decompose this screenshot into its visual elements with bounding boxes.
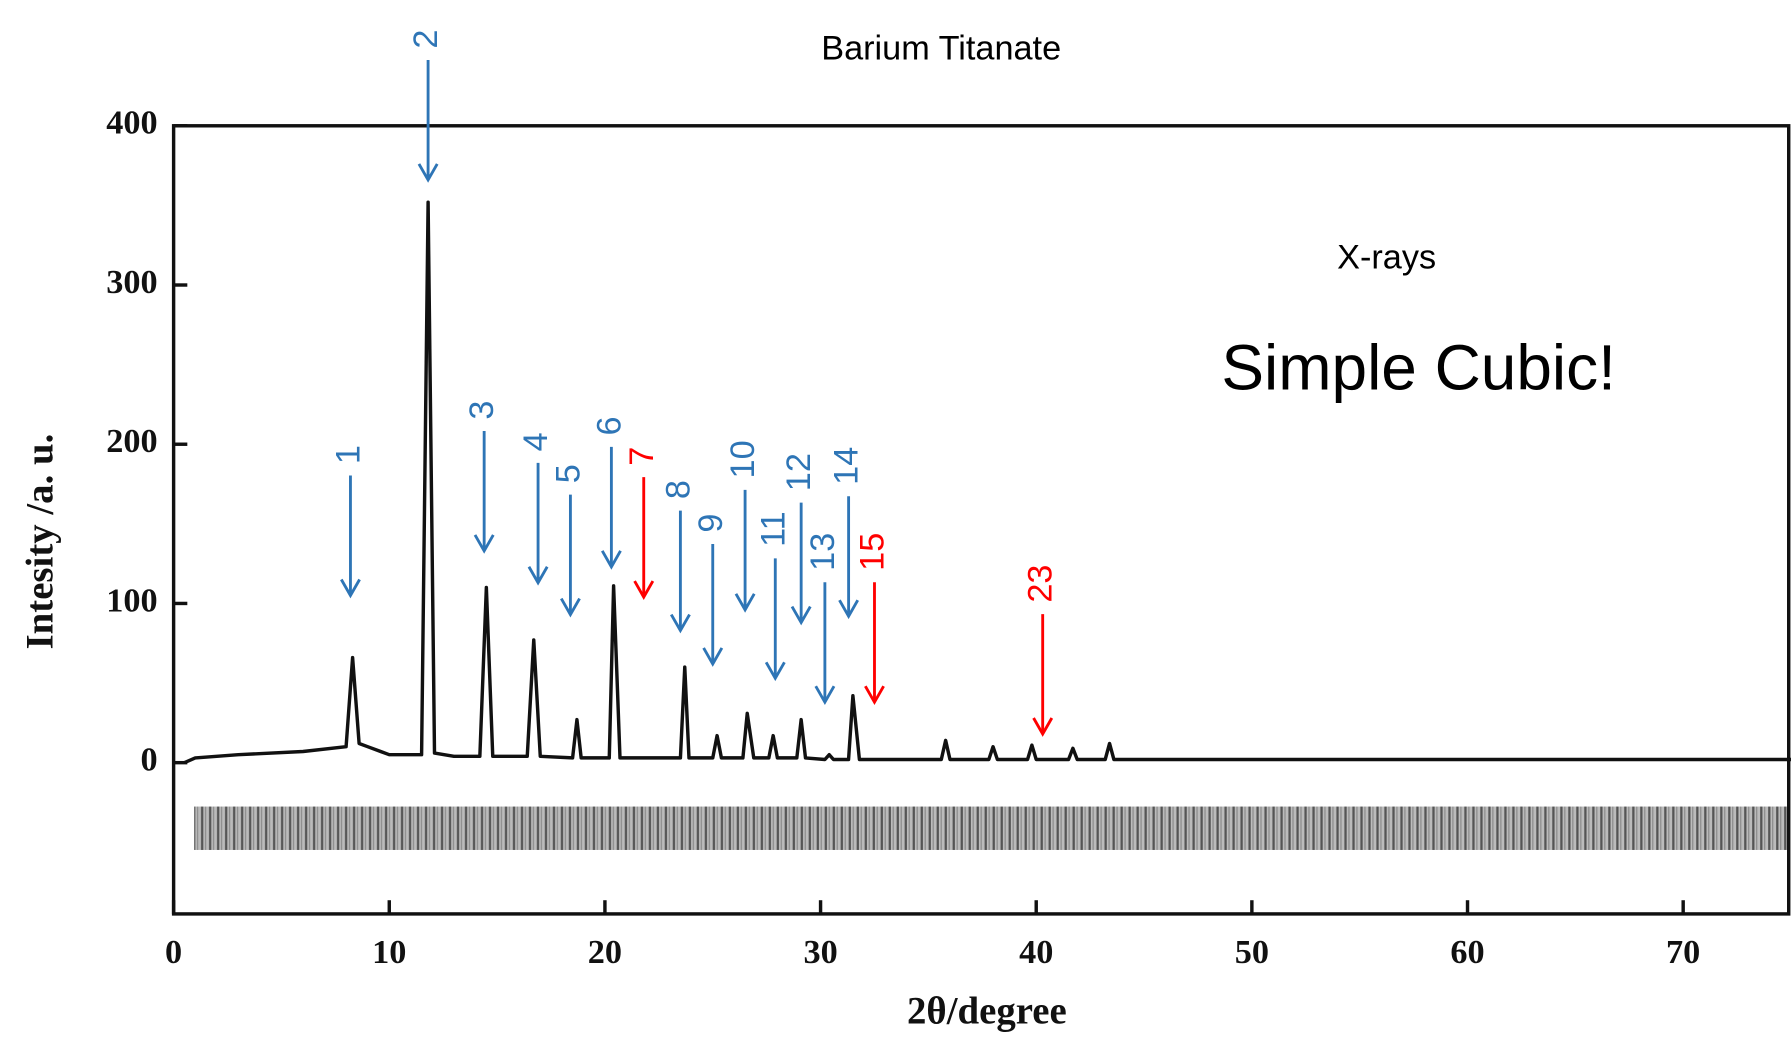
peak-arrow	[1032, 614, 1054, 737]
peak-arrow	[702, 544, 724, 667]
y-tick-label: 0	[141, 741, 158, 779]
arrow-head	[790, 605, 812, 626]
peak-arrow	[473, 430, 495, 554]
peak-label: 5	[549, 464, 587, 483]
x-tick-label: 50	[1235, 933, 1269, 971]
peak-arrow	[864, 582, 885, 706]
y-tick-label: 200	[106, 422, 157, 460]
peak-arrow	[838, 496, 859, 620]
x-tick-label: 70	[1666, 933, 1700, 971]
peak-label: 3	[463, 400, 501, 419]
x-tick-label: 20	[588, 933, 622, 971]
data-line	[183, 200, 1791, 765]
arrow-head	[702, 647, 724, 667]
y-tick-label: 300	[106, 263, 157, 301]
y-tick-label: 100	[106, 581, 157, 619]
chart-title: Barium Titanate	[821, 29, 1061, 67]
arrow-head	[734, 593, 756, 613]
arrow-head	[340, 578, 361, 599]
plot-frame	[171, 124, 1791, 916]
peak-arrow	[764, 558, 786, 682]
peak-label: 13	[804, 533, 842, 571]
peak-arrow	[527, 462, 549, 586]
reflection-band	[194, 806, 1789, 850]
peak-arrow	[560, 494, 581, 618]
peak-arrow	[734, 489, 756, 613]
x-axis-label: 2θ/degree	[907, 989, 1067, 1032]
peak-label: 23	[1022, 565, 1060, 603]
arrow-head	[764, 661, 786, 682]
x-tick-label: 30	[803, 933, 837, 971]
peak-label: 11	[754, 511, 792, 547]
annotation-text: X-rays	[1337, 238, 1436, 276]
peak-label: 2	[407, 30, 445, 49]
peak-arrow	[340, 475, 361, 599]
peak-label: 15	[854, 533, 892, 571]
arrow-head	[560, 597, 581, 618]
arrow-head	[814, 685, 836, 706]
peak-label: 6	[590, 416, 628, 435]
arrow-head	[1032, 717, 1054, 737]
arrow-head	[633, 580, 655, 600]
peak-label: 7	[623, 447, 661, 466]
peak-arrow	[814, 582, 836, 706]
arrow-head	[864, 685, 885, 706]
y-axis-label: Intesity /a. u.	[18, 434, 61, 650]
arrow-head	[838, 599, 859, 620]
peak-arrow	[633, 477, 655, 600]
arrow-head	[670, 613, 691, 634]
peak-arrow	[670, 510, 691, 634]
peak-label: 10	[724, 440, 762, 478]
arrow-head	[473, 534, 495, 554]
x-tick-label: 10	[372, 933, 406, 971]
peak-arrow	[417, 59, 439, 183]
peak-label: 9	[692, 514, 730, 533]
peak-label: 12	[780, 453, 818, 491]
x-tick-label: 0	[165, 933, 182, 971]
x-tick-label: 60	[1450, 933, 1484, 971]
arrow-head	[527, 566, 549, 586]
y-tick-label: 400	[106, 104, 157, 142]
peak-label: 8	[659, 480, 697, 499]
x-tick-label: 40	[1019, 933, 1053, 971]
peak-label: 14	[828, 447, 866, 485]
peak-label: 4	[517, 432, 555, 451]
peak-label: 1	[329, 445, 367, 464]
arrow-head	[417, 163, 439, 183]
peak-arrow	[790, 502, 812, 626]
annotation-text: Simple Cubic!	[1221, 331, 1616, 403]
peak-arrow	[601, 446, 622, 570]
arrow-head	[601, 550, 622, 570]
